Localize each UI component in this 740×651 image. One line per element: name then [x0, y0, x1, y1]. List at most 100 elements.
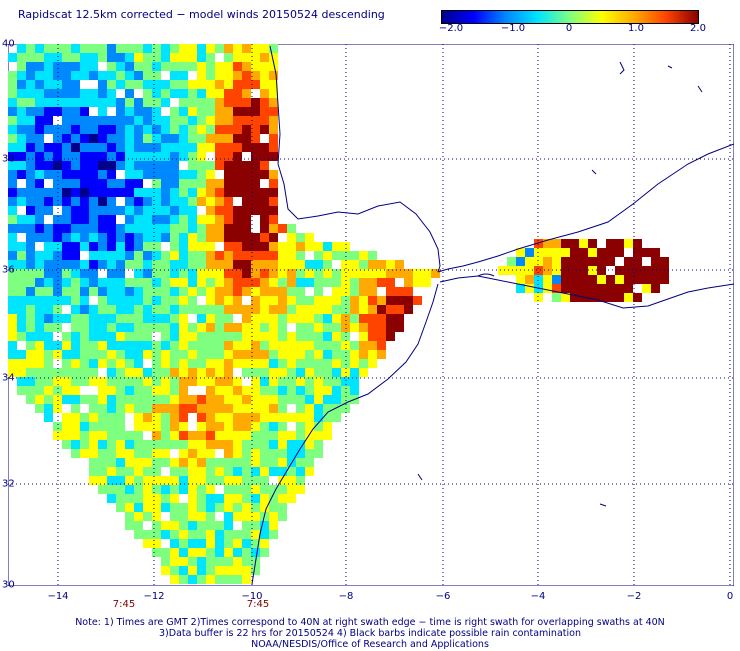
wind-cell: [125, 440, 134, 449]
wind-cell: [260, 458, 269, 467]
wind-cell: [116, 485, 125, 494]
wind-cell: [350, 251, 359, 260]
wind-cell: [251, 503, 260, 512]
wind-cell: [179, 215, 188, 224]
wind-cell: [143, 404, 152, 413]
wind-cell: [44, 125, 53, 134]
wind-cell: [62, 170, 71, 179]
wind-cell: [233, 62, 242, 71]
wind-cell: [368, 359, 377, 368]
wind-cell: [242, 170, 251, 179]
wind-cell: [323, 323, 332, 332]
wind-cell: [98, 215, 107, 224]
wind-cell: [53, 386, 62, 395]
wind-cell: [197, 215, 206, 224]
wind-cell: [507, 266, 516, 275]
wind-cell: [377, 269, 386, 278]
wind-cell: [98, 278, 107, 287]
wind-cell: [260, 494, 269, 503]
wind-cell: [170, 170, 179, 179]
wind-cell: [206, 206, 215, 215]
wind-cell: [206, 377, 215, 386]
wind-cell: [125, 431, 134, 440]
wind-cell: [98, 152, 107, 161]
wind-cell: [179, 296, 188, 305]
wind-cell: [116, 350, 125, 359]
wind-cell: [17, 89, 26, 98]
wind-cell: [125, 332, 134, 341]
wind-cell: [89, 467, 98, 476]
wind-cell: [278, 404, 287, 413]
wind-cell: [152, 404, 161, 413]
wind-cell: [161, 566, 170, 575]
wind-cell: [305, 440, 314, 449]
wind-cell: [305, 341, 314, 350]
wind-cell: [242, 359, 251, 368]
wind-cell: [17, 98, 26, 107]
wind-cell: [44, 413, 53, 422]
wind-cell: [170, 215, 179, 224]
wind-cell: [161, 125, 170, 134]
wind-cell: [552, 275, 561, 284]
wind-cell: [134, 80, 143, 89]
wind-cell: [80, 440, 89, 449]
wind-cell: [44, 107, 53, 116]
wind-cell: [278, 476, 287, 485]
wind-cell: [80, 62, 89, 71]
map-plot[interactable]: [8, 44, 734, 586]
wind-cell: [570, 293, 579, 302]
wind-cell: [543, 275, 552, 284]
wind-cell: [107, 422, 116, 431]
wind-cell: [287, 395, 296, 404]
wind-cell: [314, 296, 323, 305]
wind-cell: [314, 413, 323, 422]
wind-cell: [8, 368, 17, 377]
wind-cell: [206, 287, 215, 296]
wind-cell: [188, 566, 197, 575]
wind-cell: [143, 341, 152, 350]
wind-cell: [71, 116, 80, 125]
wind-cell: [26, 89, 35, 98]
wind-cell: [188, 521, 197, 530]
wind-cell: [287, 260, 296, 269]
wind-cell: [260, 80, 269, 89]
wind-cell: [98, 296, 107, 305]
wind-cell: [143, 287, 152, 296]
wind-cell: [62, 206, 71, 215]
wind-cell: [606, 248, 615, 257]
wind-cell: [525, 248, 534, 257]
wind-cell: [242, 350, 251, 359]
wind-cell: [251, 476, 260, 485]
colorbar-label-neg1: −1.0: [500, 23, 526, 34]
wind-cell: [152, 395, 161, 404]
wind-cell: [386, 305, 395, 314]
wind-cell: [17, 296, 26, 305]
wind-cell: [206, 179, 215, 188]
wind-cell: [116, 116, 125, 125]
wind-cell: [44, 116, 53, 125]
wind-cell: [215, 215, 224, 224]
wind-cell: [278, 503, 287, 512]
wind-cell: [161, 206, 170, 215]
wind-cell: [179, 206, 188, 215]
wind-cell: [314, 368, 323, 377]
wind-cell: [422, 278, 431, 287]
wind-cell: [152, 530, 161, 539]
wind-cell: [215, 179, 224, 188]
wind-cell: [62, 161, 71, 170]
wind-cell: [260, 359, 269, 368]
wind-cell: [71, 413, 80, 422]
wind-cell: [296, 287, 305, 296]
wind-cell: [26, 98, 35, 107]
wind-cell: [152, 269, 161, 278]
wind-cell: [233, 467, 242, 476]
wind-cell: [8, 116, 17, 125]
wind-cell: [215, 314, 224, 323]
wind-cell: [314, 287, 323, 296]
wind-cell: [579, 275, 588, 284]
wind-cell: [188, 260, 197, 269]
wind-cell: [80, 350, 89, 359]
wind-cell: [206, 431, 215, 440]
wind-cell: [161, 350, 170, 359]
wind-cell: [26, 314, 35, 323]
